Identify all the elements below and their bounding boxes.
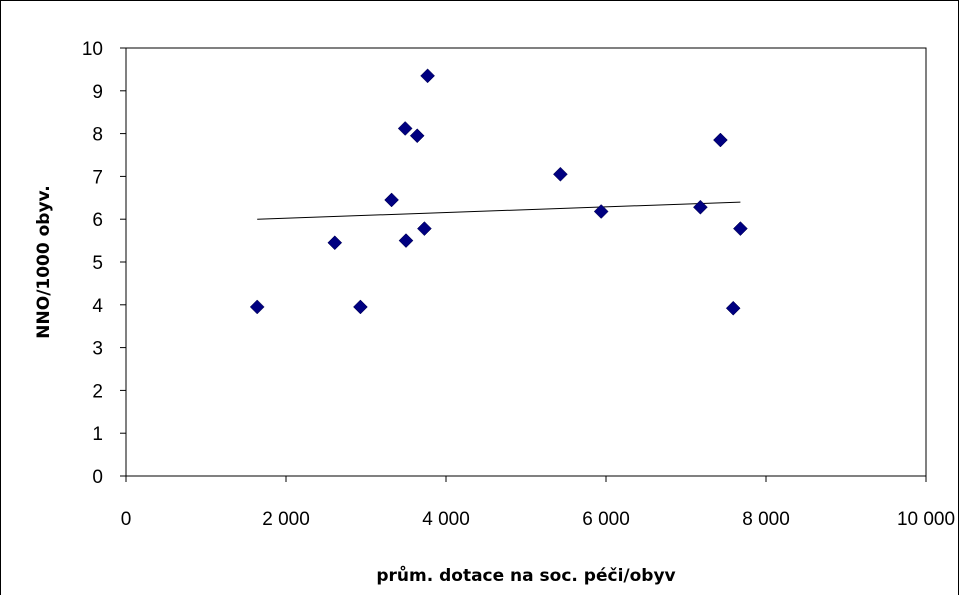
y-tick-label: 2	[92, 381, 103, 402]
x-tick-label: 6 000	[582, 509, 630, 530]
x-tick-label: 4 000	[422, 509, 470, 530]
y-tick-label: 10	[82, 39, 103, 60]
data-point	[398, 233, 414, 248]
y-tick-label: 6	[92, 210, 103, 231]
x-tick-label: 2 000	[262, 509, 310, 530]
x-tick-label: 0	[121, 509, 132, 530]
y-tick-label: 9	[92, 82, 103, 103]
data-point	[725, 300, 741, 316]
plot-area	[125, 47, 927, 477]
data-point	[693, 199, 708, 215]
trendline-group	[257, 201, 741, 220]
data-point	[397, 121, 413, 136]
y-tick-label: 0	[92, 467, 103, 488]
data-point	[417, 221, 432, 236]
y-tick-label: 4	[92, 296, 103, 317]
x-tick-label: 8 000	[742, 509, 790, 530]
y-tick-label: 1	[92, 424, 103, 445]
data-point	[593, 204, 609, 219]
data-point	[409, 128, 425, 144]
y-axis: 0 1 2 3 4 5 6 7 8 9 10	[82, 39, 126, 488]
data-point	[384, 192, 399, 208]
data-point	[249, 299, 265, 315]
data-point	[420, 68, 435, 84]
y-tick-label: 3	[92, 339, 103, 360]
trendline	[257, 201, 741, 220]
data-point	[553, 166, 568, 182]
data-point	[733, 221, 748, 236]
x-axis: 0 2 000 4 000 6 000 8 000 10 000	[121, 476, 955, 530]
y-axis-title: NNO/1000 obyv.	[34, 185, 54, 338]
x-tick-label: 10 000	[897, 509, 955, 530]
y-tick-label: 7	[92, 167, 103, 188]
data-point	[327, 235, 343, 251]
y-tick-label: 8	[92, 125, 103, 146]
x-axis-title: prům. dotace na soc. péči/obyv	[376, 564, 675, 586]
y-tick-label: 5	[92, 253, 103, 274]
data-point	[353, 299, 368, 315]
data-point	[713, 132, 728, 148]
data-points	[249, 68, 748, 316]
